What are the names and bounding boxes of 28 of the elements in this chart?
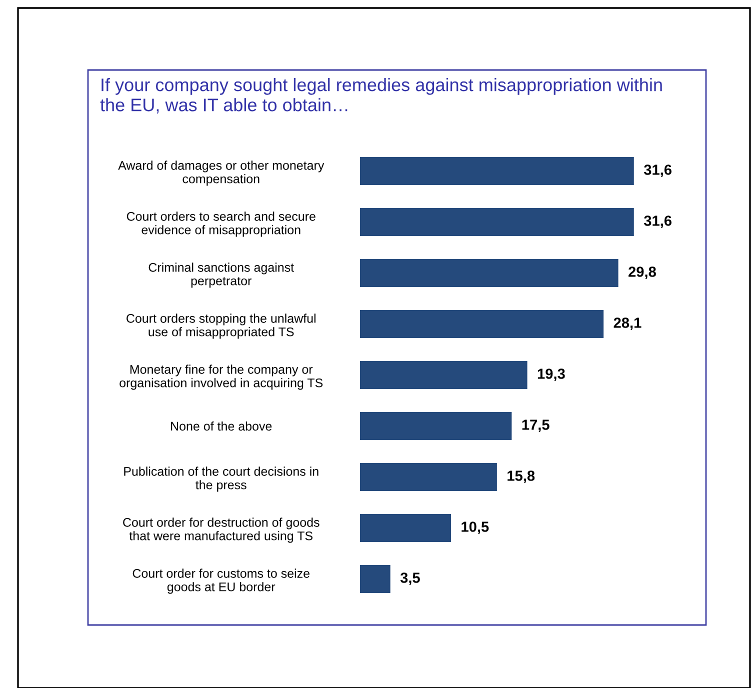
y-tick-label: Court orders to search and secure evidence of misappropriation	[126, 212, 316, 237]
y-tick-label: Criminal sanctions against perpetrator	[148, 262, 294, 288]
data-label: 31,6	[644, 164, 672, 178]
data-label: 31,6	[644, 216, 672, 228]
data-label: 19,3	[538, 368, 565, 382]
bar	[360, 258, 618, 288]
data-label: 3,5	[400, 572, 420, 586]
y-tick-label: Monetary fine for the company or organisation involved in acquiring TS	[120, 364, 323, 390]
y-tick-label: Court order for destruction of goods that were manufactured using TS	[123, 518, 320, 543]
data-label: 15,8	[508, 470, 535, 484]
bar	[360, 156, 634, 186]
bar	[360, 360, 528, 390]
chart-title: If your company sought legal remedies against misappropriation within the EU, was IT able to obtain…	[100, 78, 662, 114]
y-tick-label: Court orders stopping the unlawful use of misappropriated TS	[126, 314, 316, 339]
data-label: 29,8	[628, 266, 656, 280]
bar	[360, 564, 390, 594]
bar	[360, 310, 604, 338]
y-tick-label: Publication of the court decisions in the press	[124, 466, 318, 492]
data-label: 10,5	[462, 522, 489, 534]
y-tick-label: Award of damages or other monetary compensation	[118, 160, 324, 186]
bar	[360, 462, 497, 492]
data-label: 17,5	[522, 420, 550, 432]
y-tick-label: Court order for customs to seize goods at EU border	[132, 568, 310, 594]
y-tick-label: None of the above	[171, 421, 272, 431]
data-label: 28,1	[614, 318, 642, 330]
bar	[360, 514, 452, 542]
bar	[360, 208, 634, 236]
bar	[360, 412, 512, 440]
